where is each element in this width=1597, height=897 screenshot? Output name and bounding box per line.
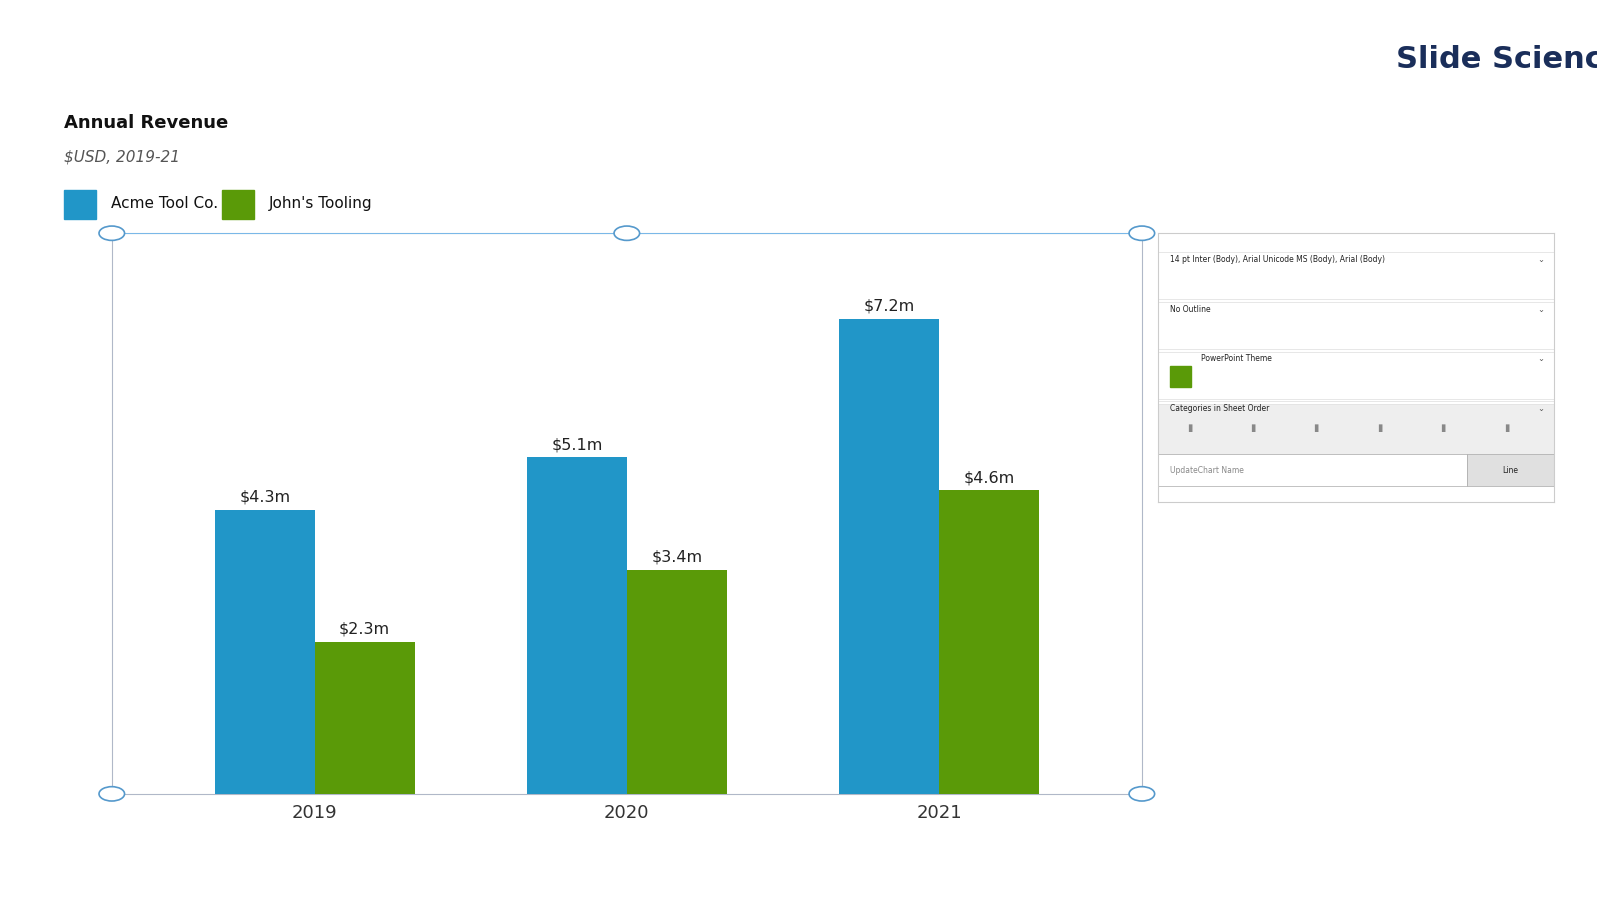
Bar xyxy=(214,510,315,794)
Text: ▮: ▮ xyxy=(1314,422,1319,432)
Bar xyxy=(939,491,1038,794)
Bar xyxy=(1169,367,1191,387)
Text: ▮: ▮ xyxy=(1440,422,1445,432)
Bar xyxy=(315,642,415,794)
Text: $3.4m: $3.4m xyxy=(652,549,703,564)
Bar xyxy=(527,457,628,794)
Text: ▮: ▮ xyxy=(1377,422,1383,432)
Text: $USD, 2019-21: $USD, 2019-21 xyxy=(64,149,180,164)
Text: 14 pt Inter (Body), Arial Unicode MS (Body), Arial (Body): 14 pt Inter (Body), Arial Unicode MS (Bo… xyxy=(1169,255,1385,264)
Text: Annual Revenue: Annual Revenue xyxy=(64,114,228,132)
Bar xyxy=(1466,454,1554,486)
Text: ▮: ▮ xyxy=(1250,422,1255,432)
Text: Slide Science: Slide Science xyxy=(1396,45,1597,74)
Text: ▮: ▮ xyxy=(1504,422,1509,432)
Text: PowerPoint Theme: PowerPoint Theme xyxy=(1201,354,1273,363)
Text: Acme Tool Co.: Acme Tool Co. xyxy=(110,196,217,211)
Text: UpdateChart Name: UpdateChart Name xyxy=(1169,466,1244,475)
Text: $4.3m: $4.3m xyxy=(240,490,291,505)
Bar xyxy=(628,570,727,794)
Bar xyxy=(64,190,96,220)
Text: Line: Line xyxy=(1503,466,1519,475)
Bar xyxy=(1158,252,1554,300)
Text: ⌄: ⌄ xyxy=(1536,304,1544,314)
Text: $4.6m: $4.6m xyxy=(963,470,1014,485)
Text: $7.2m: $7.2m xyxy=(864,299,915,314)
Bar xyxy=(838,319,939,794)
Text: ⌄: ⌄ xyxy=(1536,354,1544,363)
Text: ▮: ▮ xyxy=(1187,422,1193,432)
Bar xyxy=(1158,404,1554,454)
Text: John's Tooling: John's Tooling xyxy=(268,196,372,211)
Bar xyxy=(1158,454,1466,486)
Text: © Slide Science: © Slide Science xyxy=(1396,868,1517,883)
Bar xyxy=(1158,402,1554,448)
Bar xyxy=(1158,301,1554,349)
Text: $5.1m: $5.1m xyxy=(551,437,602,452)
Text: Categories in Sheet Order: Categories in Sheet Order xyxy=(1169,404,1270,414)
Text: No Outline: No Outline xyxy=(1169,304,1211,314)
Bar xyxy=(222,190,254,220)
Text: Converting between chart types in think-cell: Converting between chart types in think-… xyxy=(27,43,770,75)
Text: ⌄: ⌄ xyxy=(1536,404,1544,414)
Text: ⌄: ⌄ xyxy=(1536,255,1544,264)
Bar xyxy=(1158,352,1554,398)
Text: $2.3m: $2.3m xyxy=(339,622,390,637)
